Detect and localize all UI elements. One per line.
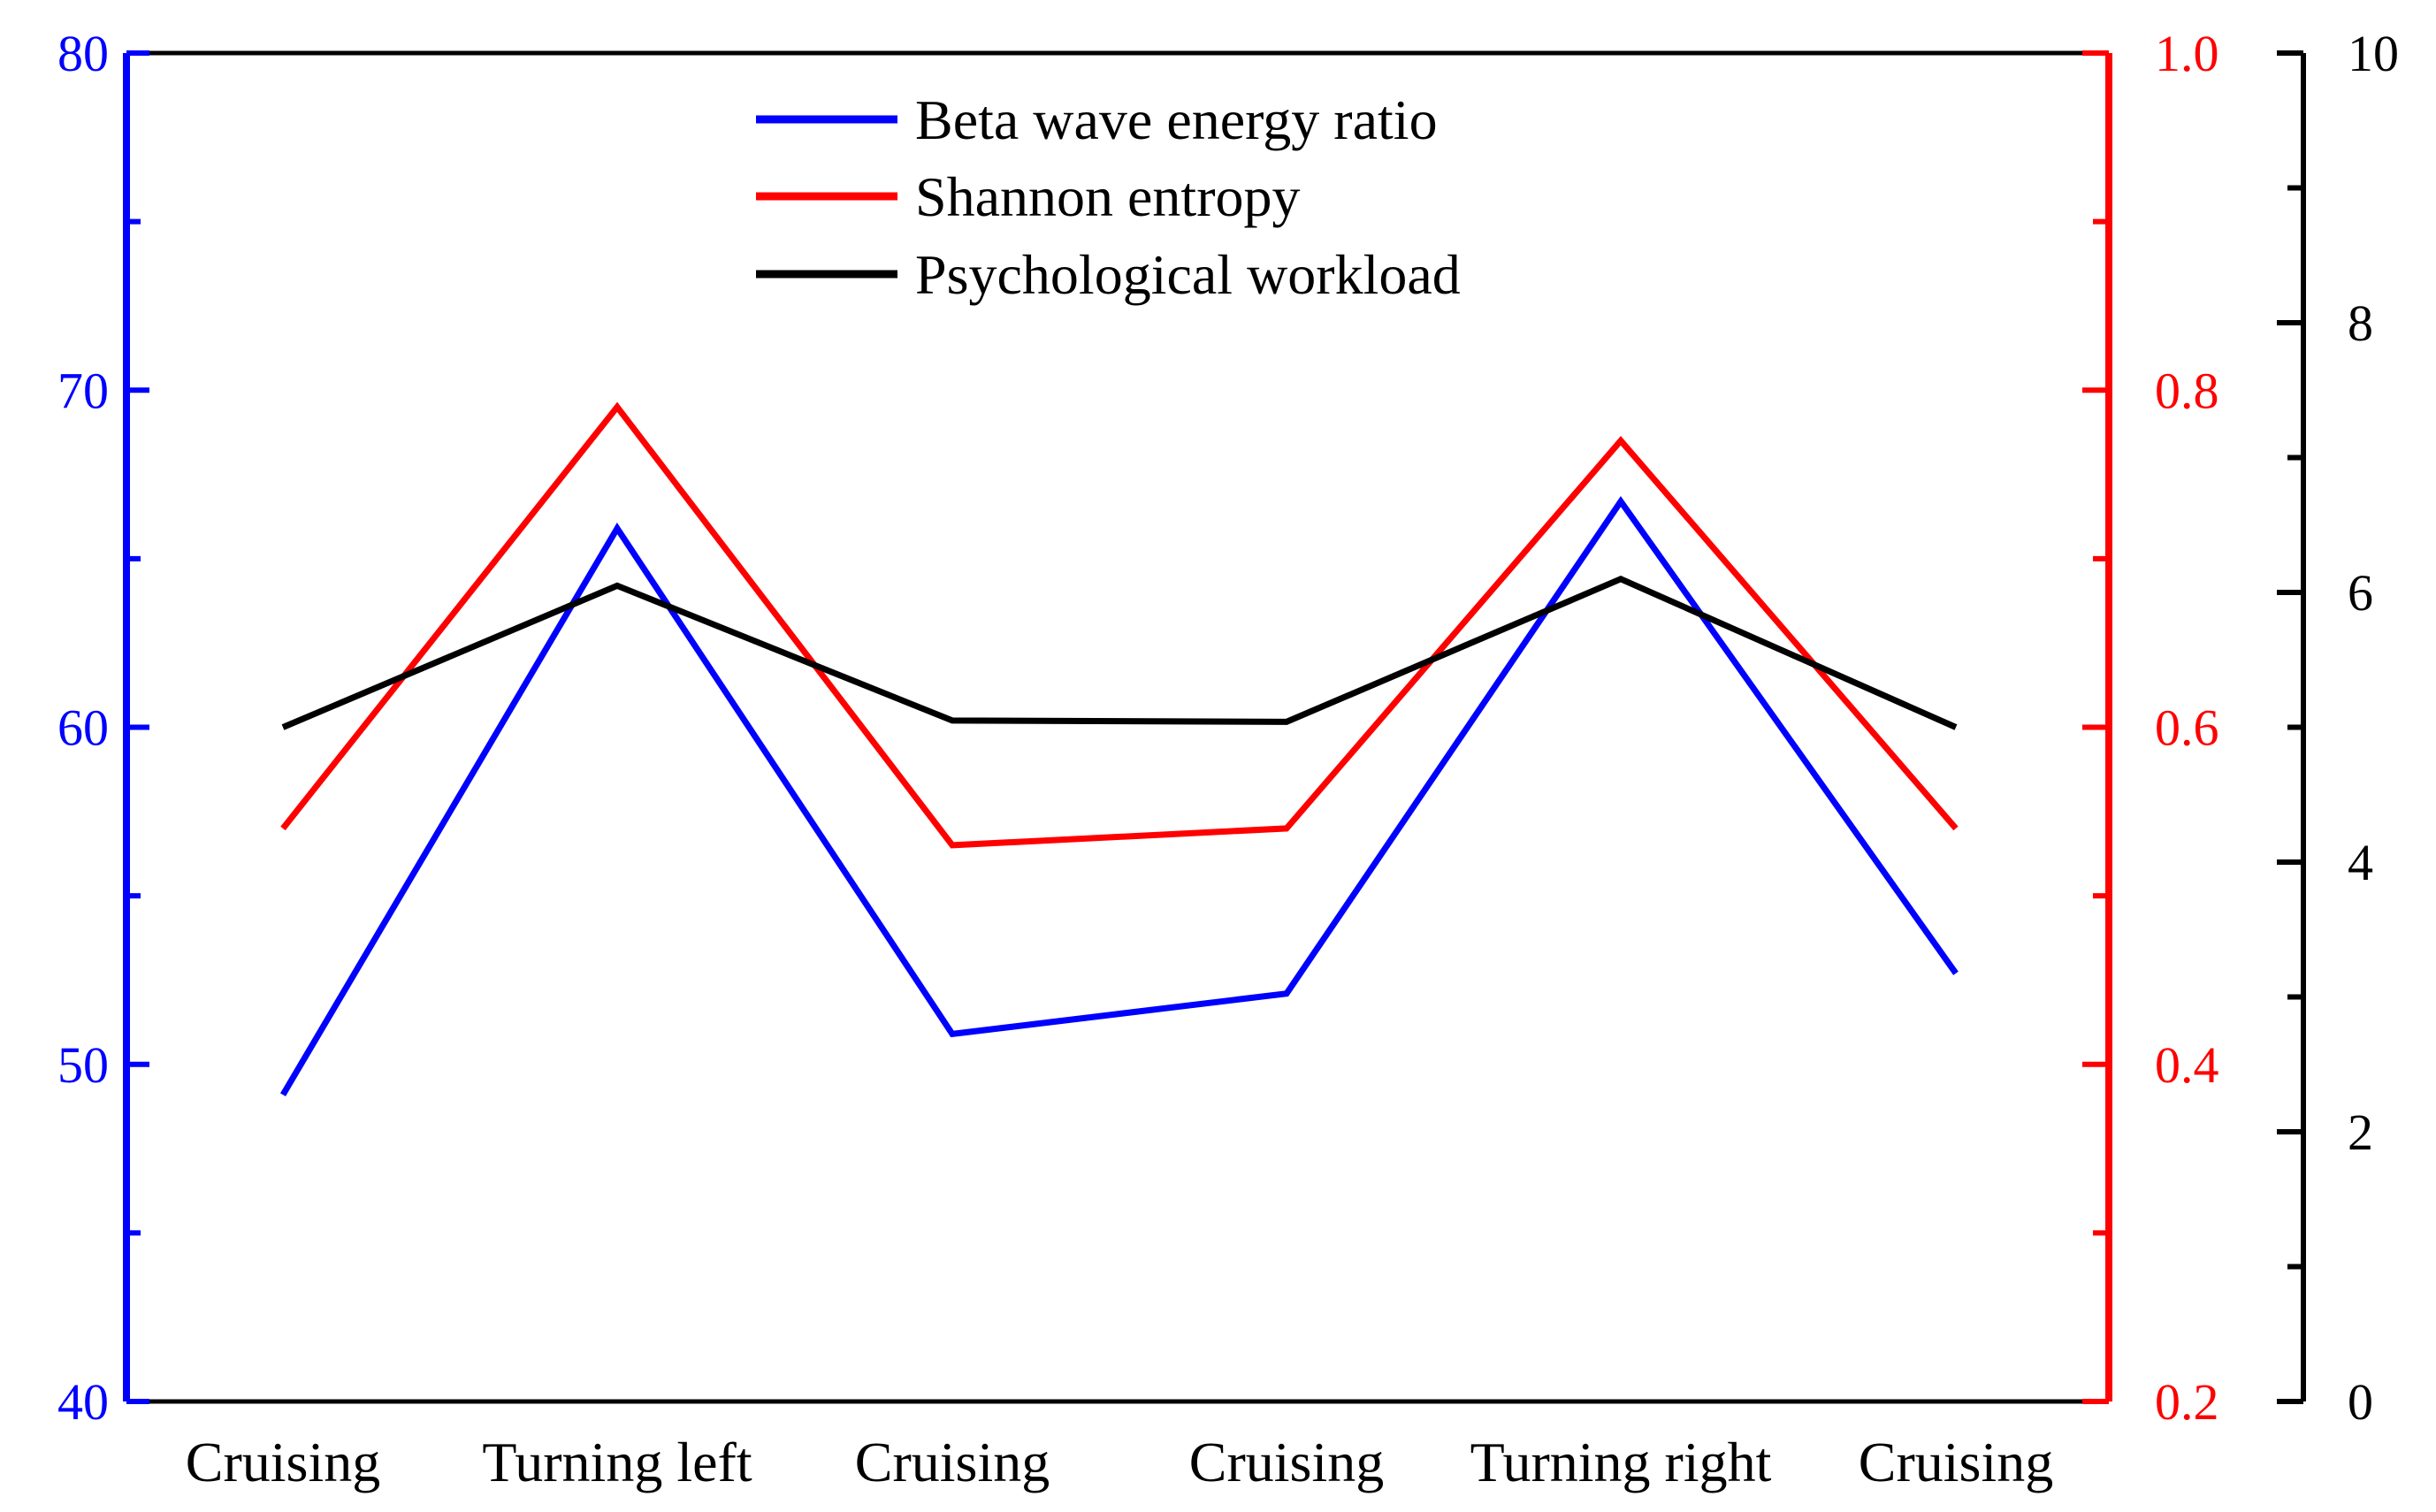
- x-category-label: Turning left: [482, 1431, 752, 1493]
- right-axis-tick-label: 0: [2348, 1373, 2373, 1431]
- middle-axis-tick-label: 0.8: [2155, 362, 2219, 419]
- x-category-label: Cruising: [855, 1431, 1050, 1493]
- left-axis-tick-label: 40: [57, 1373, 109, 1431]
- left-axis-tick-label: 70: [57, 362, 109, 419]
- right-axis-tick-label: 2: [2348, 1103, 2373, 1161]
- x-category-label: Cruising: [1189, 1431, 1384, 1493]
- series-group: [279, 401, 1959, 1096]
- legend-label: Beta wave energy ratio: [915, 88, 1438, 151]
- middle-axis-tick-label: 0.2: [2155, 1373, 2219, 1431]
- series-line-beta-wave-energy-ratio: [279, 495, 1959, 1096]
- right-axis-tick-label: 8: [2348, 294, 2373, 352]
- left-axis-tick-label: 80: [57, 25, 109, 82]
- left-axis-tick-label: 50: [57, 1036, 109, 1094]
- series-line-psychological-workload: [281, 575, 1958, 730]
- x-category-label: Turning right: [1470, 1431, 1772, 1493]
- right-axis-tick-label: 4: [2348, 834, 2373, 891]
- left-axis-tick-label: 60: [57, 699, 109, 757]
- legend: Beta wave energy ratio Shannon entropy Psy…: [756, 88, 1461, 306]
- x-category-label: Cruising: [1859, 1431, 2053, 1493]
- legend-label: Shannon entropy: [915, 165, 1301, 228]
- middle-axis-tick-label: 1.0: [2155, 25, 2219, 82]
- x-category-label: Cruising: [186, 1431, 380, 1493]
- series-line-shannon-entropy: [280, 401, 1959, 849]
- legend-label: Psychological workload: [915, 243, 1461, 306]
- right-axis-tick-label: 6: [2348, 564, 2373, 622]
- axes-group: 40 50 60 70 80 0.2 0.4 0.6 0.8 1.0 0 2 4 6 8 10 Cruising…: [57, 25, 2399, 1493]
- right-axis-tick-label: 10: [2348, 25, 2399, 82]
- middle-axis-tick-label: 0.4: [2155, 1036, 2219, 1094]
- middle-axis-tick-label: 0.6: [2155, 699, 2219, 757]
